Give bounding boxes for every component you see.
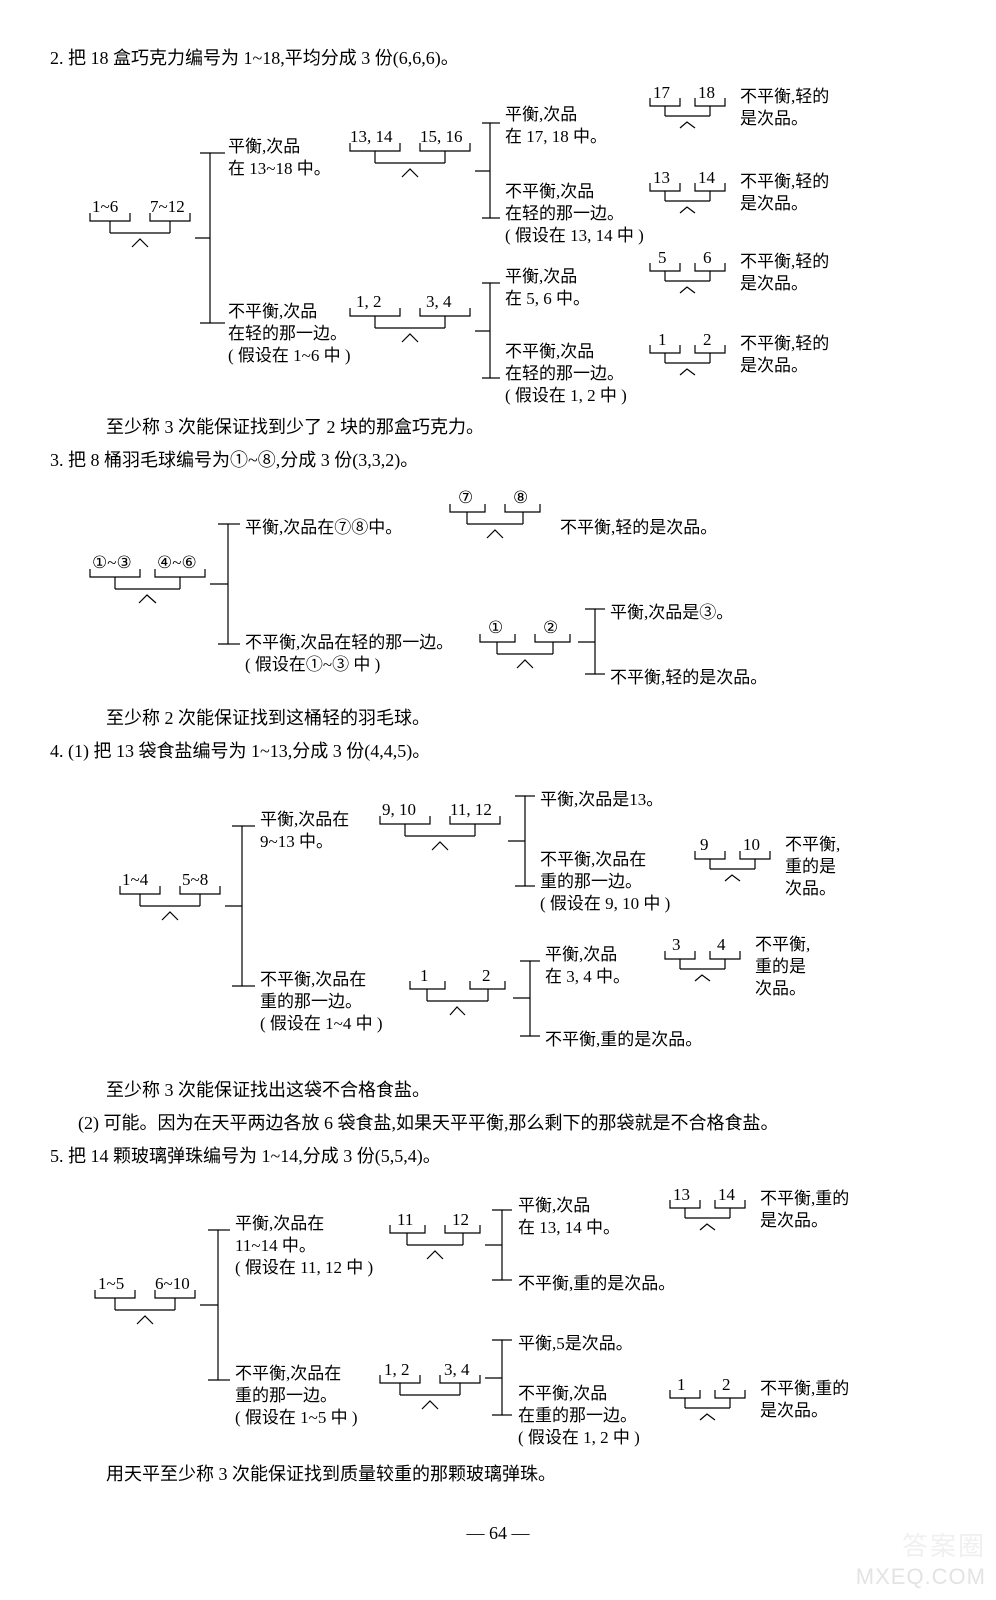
q5s3br: 2 — [722, 1371, 731, 1398]
q5r1b: 是次品。 — [760, 1207, 828, 1234]
q3s1r: ④~⑥ — [157, 549, 197, 576]
q3-diagram: ①~③ ④~⑥ 平衡,次品在⑦⑧中。 不平衡,次品在轻的那一边。 ( 假设在①~… — [50, 484, 946, 684]
q4c3b: 在 3, 4 中。 — [545, 963, 630, 990]
s3br: 14 — [698, 164, 715, 191]
q3-title: 3. 把 8 桶羽毛球编号为①~⑧,分成 3 份(3,3,2)。 — [50, 446, 946, 475]
q3b2b: ( 假设在①~③ 中 ) — [245, 651, 380, 678]
b1b: 在 13~18 中。 — [228, 155, 331, 182]
q3c2: 不平衡,轻的是次品。 — [610, 664, 767, 691]
q5s1r: 6~10 — [155, 1270, 190, 1297]
q4s3ar: 10 — [743, 831, 760, 858]
s1r: 7~12 — [150, 193, 185, 220]
watermark-2: MXEQ.COM — [856, 1559, 986, 1594]
q4s3br: 4 — [717, 931, 726, 958]
q4s1r: 5~8 — [182, 866, 208, 893]
q3s2ar: ⑧ — [513, 484, 528, 511]
q5c4b: ( 假设在 1, 2 中 ) — [518, 1424, 640, 1451]
s3al: 17 — [653, 79, 670, 106]
q5c3: 平衡,5是次品。 — [518, 1330, 633, 1357]
q3-conclusion: 至少称 2 次能保证找到这桶轻的羽毛球。 — [50, 704, 946, 733]
s3dl: 1 — [658, 326, 667, 353]
s3ar: 18 — [698, 79, 715, 106]
q4s2ar: 11, 12 — [450, 796, 492, 823]
q5b2b: ( 假设在 1~5 中 ) — [235, 1404, 358, 1431]
q4c1: 平衡,次品是13。 — [540, 786, 663, 813]
q3s2br: ② — [543, 614, 558, 641]
s3dr: 2 — [703, 326, 712, 353]
s1l: 1~6 — [92, 193, 118, 220]
q5s2ar: 12 — [452, 1206, 469, 1233]
r4b: 是次品。 — [740, 352, 808, 379]
q4-title: 4. (1) 把 13 袋食盐编号为 1~13,分成 3 份(4,4,5)。 — [50, 737, 946, 766]
q4r1c: 次品。 — [785, 875, 836, 902]
q5c2: 不平衡,重的是次品。 — [518, 1270, 675, 1297]
s2bl: 1, 2 — [356, 288, 382, 315]
q4b2b: ( 假设在 1~4 中 ) — [260, 1010, 383, 1037]
q5-conclusion: 用天平至少称 3 次能保证找到质量较重的那颗玻璃弹珠。 — [50, 1460, 946, 1489]
q2-diagram: 1~6 7~12 平衡,次品 在 13~18 中。 不平衡,次品 在轻的那一边。… — [50, 83, 946, 393]
q3s1l: ①~③ — [92, 549, 132, 576]
q4s3al: 9 — [700, 831, 709, 858]
c1b: 在 17, 18 中。 — [505, 123, 607, 150]
q4b1b: 9~13 中。 — [260, 828, 333, 855]
q2-conclusion: 至少称 3 次能保证找到少了 2 块的那盒巧克力。 — [50, 413, 946, 442]
c2b: ( 假设在 13, 14 中 ) — [505, 222, 644, 249]
page-number: — 64 — — [50, 1519, 946, 1548]
q4-conclusion1: 至少称 3 次能保证找出这袋不合格食盐。 — [50, 1076, 946, 1105]
q2-title: 2. 把 18 盒巧克力编号为 1~18,平均分成 3 份(6,6,6)。 — [50, 44, 946, 73]
q5s1l: 1~5 — [98, 1270, 124, 1297]
q4-diagram: 1~4 5~8 平衡,次品在 9~13 中。 不平衡,次品在 重的那一边。 ( … — [50, 776, 946, 1056]
s3cr: 6 — [703, 244, 712, 271]
q5-title: 5. 把 14 颗玻璃弹珠编号为 1~14,分成 3 份(5,5,4)。 — [50, 1142, 946, 1171]
q3r1: 不平衡,轻的是次品。 — [560, 514, 717, 541]
q3b1: 平衡,次品在⑦⑧中。 — [245, 514, 402, 541]
q4s2br: 2 — [482, 962, 491, 989]
s3cl: 5 — [658, 244, 667, 271]
q5r2b: 是次品。 — [760, 1397, 828, 1424]
s3bl: 13 — [653, 164, 670, 191]
q5s2al: 11 — [397, 1206, 413, 1233]
q3c1: 平衡,次品是③。 — [610, 599, 733, 626]
q5-diagram: 1~5 6~10 平衡,次品在 11~14 中。 ( 假设在 11, 12 中 … — [50, 1180, 946, 1440]
q5s3bl: 1 — [677, 1371, 686, 1398]
c3b: 在 5, 6 中。 — [505, 285, 590, 312]
q4r2c: 次品。 — [755, 975, 806, 1002]
c4b: ( 假设在 1, 2 中 ) — [505, 382, 627, 409]
q4s1l: 1~4 — [122, 866, 148, 893]
q3s2al: ⑦ — [458, 484, 473, 511]
q4-conclusion2: (2) 可能。因为在天平两边各放 6 袋食盐,如果天平平衡,那么剩下的那袋就是不… — [50, 1109, 946, 1138]
q4s2al: 9, 10 — [382, 796, 416, 823]
q5c1b: 在 13, 14 中。 — [518, 1214, 620, 1241]
r1b: 是次品。 — [740, 105, 808, 132]
q3s2bl: ① — [488, 614, 503, 641]
q5s2bl: 1, 2 — [384, 1356, 410, 1383]
q5s3al: 13 — [673, 1181, 690, 1208]
r3b: 是次品。 — [740, 270, 808, 297]
q5s2br: 3, 4 — [444, 1356, 470, 1383]
q4c2b: ( 假设在 9, 10 中 ) — [540, 890, 670, 917]
q4s3bl: 3 — [672, 931, 681, 958]
b2b: ( 假设在 1~6 中 ) — [228, 342, 351, 369]
q5s3ar: 14 — [718, 1181, 735, 1208]
s2ar: 15, 16 — [420, 123, 463, 150]
q4c4: 不平衡,重的是次品。 — [545, 1026, 702, 1053]
s2br: 3, 4 — [426, 288, 452, 315]
q5b1b: ( 假设在 11, 12 中 ) — [235, 1254, 373, 1281]
r2b: 是次品。 — [740, 190, 808, 217]
s2al: 13, 14 — [350, 123, 393, 150]
q4s2bl: 1 — [420, 962, 429, 989]
